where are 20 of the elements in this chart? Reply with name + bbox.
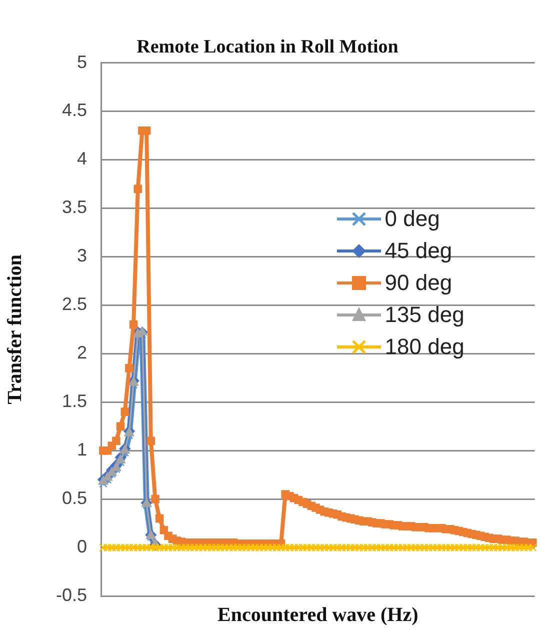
y-tick-label: 4.5	[62, 100, 88, 120]
y-tick-label: 3	[77, 246, 88, 266]
y-tick-label: 3.5	[62, 197, 88, 218]
x-axis-title: Encountered wave (Hz)	[218, 604, 418, 626]
y-tick-label: 0	[77, 536, 88, 556]
legend-label: 0 deg	[384, 206, 440, 232]
y-tick-label: 5	[77, 52, 88, 72]
legend-label: 45 deg	[384, 238, 452, 264]
legend-label: 135 deg	[384, 302, 464, 328]
y-axis-title: Transfer function	[4, 254, 26, 404]
legend-label: 90 deg	[384, 270, 452, 296]
y-tick-label: 4	[77, 148, 88, 169]
y-tick-label: 2.5	[62, 294, 88, 314]
chart-title: Remote Location in Roll Motion	[136, 36, 399, 58]
y-tick-label: 2	[77, 342, 88, 363]
y-tick-label: 1.5	[62, 391, 88, 412]
legend-label: 180 deg	[384, 334, 464, 360]
y-tick-label: -0.5	[56, 584, 88, 605]
y-tick-label: 1	[77, 440, 88, 460]
y-tick-label: 0.5	[62, 488, 88, 508]
